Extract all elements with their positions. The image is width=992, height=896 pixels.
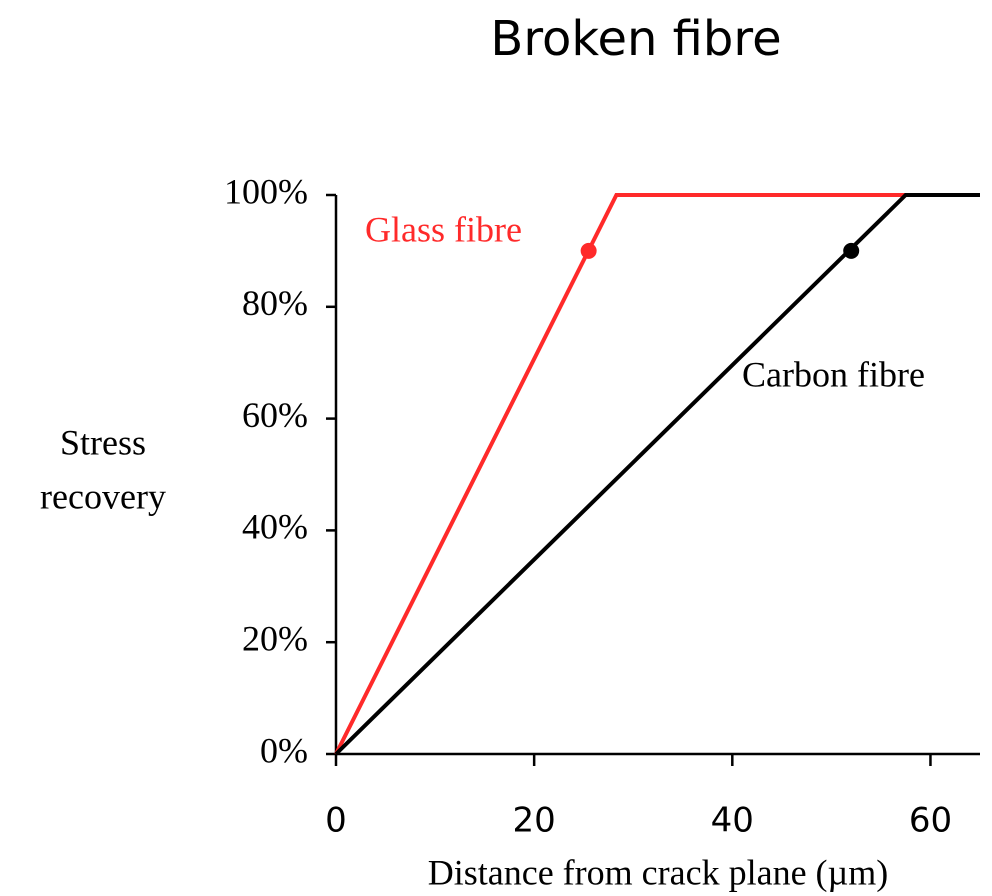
- x-tick-label: 0: [325, 801, 347, 841]
- point: [843, 242, 860, 259]
- point: [580, 242, 597, 259]
- y-axis-label: recovery: [40, 476, 166, 516]
- y-tick-label: 0%: [260, 730, 308, 770]
- x-axis-label: Distance from crack plane (µm): [428, 852, 889, 892]
- y-tick-label: 100%: [224, 171, 308, 211]
- y-axis-label: Stress: [60, 422, 146, 462]
- series-label: Carbon fibre: [742, 354, 925, 394]
- x-tick-label: 40: [711, 801, 754, 841]
- y-tick-label: 40%: [242, 507, 308, 547]
- line: [334, 193, 980, 755]
- series-label: Glass fibre: [365, 209, 522, 249]
- y-tick-label: 20%: [242, 618, 308, 658]
- y-tick-label: 60%: [242, 395, 308, 435]
- y-tick-label: 80%: [242, 283, 308, 323]
- line: [334, 193, 980, 756]
- x-tick-label: 20: [513, 801, 556, 841]
- chart-title: Broken fibre: [490, 11, 781, 67]
- x-tick-label: 60: [909, 801, 952, 841]
